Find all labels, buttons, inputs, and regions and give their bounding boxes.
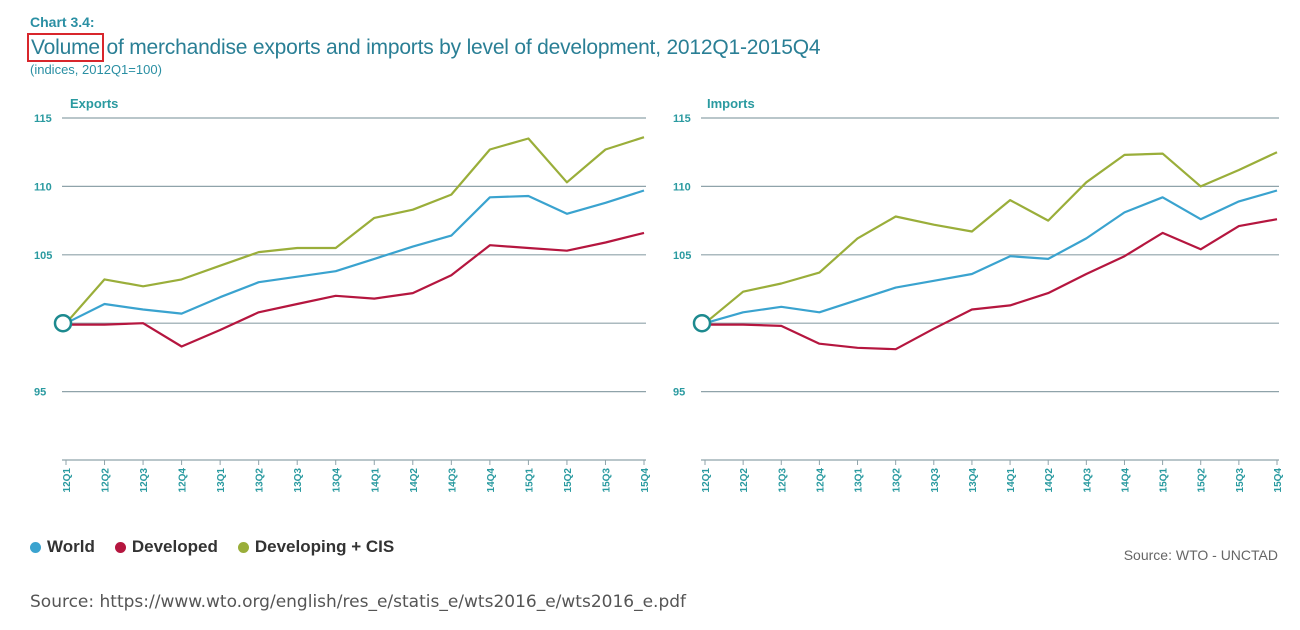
ytick-label-imports-115: 115 xyxy=(673,113,691,125)
series-line-exports-developed xyxy=(66,231,645,348)
xtick-label-exports-13Q4: 13Q4 xyxy=(332,468,343,493)
ytick-label-exports-110: 110 xyxy=(34,181,52,193)
series-line-imports-world xyxy=(704,189,1278,325)
legend-swatch-developing xyxy=(237,541,249,553)
xtick-label-exports-14Q3: 14Q3 xyxy=(447,468,458,493)
ytick-label-exports-105: 105 xyxy=(34,250,52,262)
xtick-label-exports-12Q3: 12Q3 xyxy=(139,468,150,493)
chart-title: Volume of merchandise exports and import… xyxy=(27,33,821,62)
xtick-label-imports-12Q2: 12Q2 xyxy=(739,468,750,493)
legend-item-world: World xyxy=(30,537,95,557)
xtick-label-imports-15Q1: 15Q1 xyxy=(1159,468,1170,493)
xtick-label-imports-15Q4: 15Q4 xyxy=(1273,468,1284,493)
legend-label-developed: Developed xyxy=(131,537,218,556)
ytick-label-exports-115: 115 xyxy=(34,113,52,125)
xtick-label-exports-14Q2: 14Q2 xyxy=(409,468,420,493)
series-line-imports-developing-cis xyxy=(704,151,1278,325)
xtick-label-exports-15Q1: 15Q1 xyxy=(524,468,535,493)
xtick-label-imports-13Q2: 13Q2 xyxy=(892,468,903,493)
panel-title-imports: Imports xyxy=(707,96,755,111)
xtick-label-imports-14Q2: 14Q2 xyxy=(1044,468,1055,493)
xtick-label-exports-12Q2: 12Q2 xyxy=(101,468,112,493)
series-line-exports-world xyxy=(65,189,645,325)
legend-label-developing: Developing + CIS xyxy=(254,537,395,556)
source-right: Source: WTO - UNCTAD xyxy=(1123,547,1278,563)
xtick-label-exports-13Q2: 13Q2 xyxy=(255,468,266,493)
xtick-label-imports-14Q4: 14Q4 xyxy=(1120,468,1131,493)
xtick-label-imports-12Q3: 12Q3 xyxy=(777,468,788,493)
legend-item-developed: Developed xyxy=(114,537,218,557)
legend-swatch-world xyxy=(30,541,41,553)
xtick-label-exports-15Q2: 15Q2 xyxy=(563,468,574,493)
xtick-label-exports-13Q1: 13Q1 xyxy=(216,468,227,493)
chart-number: Chart 3.4: xyxy=(30,14,95,30)
xtick-label-exports-12Q4: 12Q4 xyxy=(178,468,189,493)
chart-subtitle: (indices, 2012Q1=100) xyxy=(30,62,162,77)
source-url: Source: https://www.wto.org/english/res_… xyxy=(30,592,687,612)
legend: World Developed Developing + CIS xyxy=(30,537,394,557)
xtick-label-imports-13Q4: 13Q4 xyxy=(968,468,979,493)
charts-canvas: Exports 95 105 110 115 12Q1 12Q2 12Q3 12Q4 13Q1 13… xyxy=(34,96,1284,493)
series-line-imports-developed xyxy=(705,218,1278,351)
title-rest: of merchandise exports and imports by le… xyxy=(100,36,821,59)
ytick-label-exports-95: 95 xyxy=(34,387,46,399)
legend-label-world: World xyxy=(47,537,95,556)
xtick-label-imports-15Q2: 15Q2 xyxy=(1197,468,1208,493)
xtick-label-imports-14Q1: 14Q1 xyxy=(1006,468,1017,493)
xtick-label-exports-13Q3: 13Q3 xyxy=(293,468,304,493)
xtick-label-imports-13Q1: 13Q1 xyxy=(854,468,865,493)
xtick-label-exports-15Q3: 15Q3 xyxy=(601,468,612,493)
xtick-label-imports-15Q3: 15Q3 xyxy=(1235,468,1246,493)
base-marker-exports xyxy=(53,313,73,333)
xtick-label-imports-12Q4: 12Q4 xyxy=(815,468,826,493)
base-marker-imports xyxy=(692,313,712,333)
xtick-label-exports-12Q1: 12Q1 xyxy=(62,468,73,493)
title-highlight: Volume xyxy=(27,33,104,62)
xtick-label-exports-15Q4: 15Q4 xyxy=(640,468,651,493)
xtick-label-exports-14Q1: 14Q1 xyxy=(370,468,381,493)
xtick-label-exports-14Q4: 14Q4 xyxy=(486,468,497,493)
legend-swatch-developed xyxy=(114,541,126,553)
panel-title-exports: Exports xyxy=(70,96,118,111)
xtick-label-imports-14Q3: 14Q3 xyxy=(1082,468,1093,493)
series-line-exports-developing-cis xyxy=(65,136,645,324)
ytick-label-imports-105: 105 xyxy=(673,250,691,262)
xtick-label-imports-12Q1: 12Q1 xyxy=(701,468,712,493)
ytick-label-imports-95: 95 xyxy=(673,387,685,399)
ytick-label-imports-110: 110 xyxy=(673,181,691,193)
xtick-label-imports-13Q3: 13Q3 xyxy=(930,468,941,493)
legend-item-developing: Developing + CIS xyxy=(237,537,395,557)
